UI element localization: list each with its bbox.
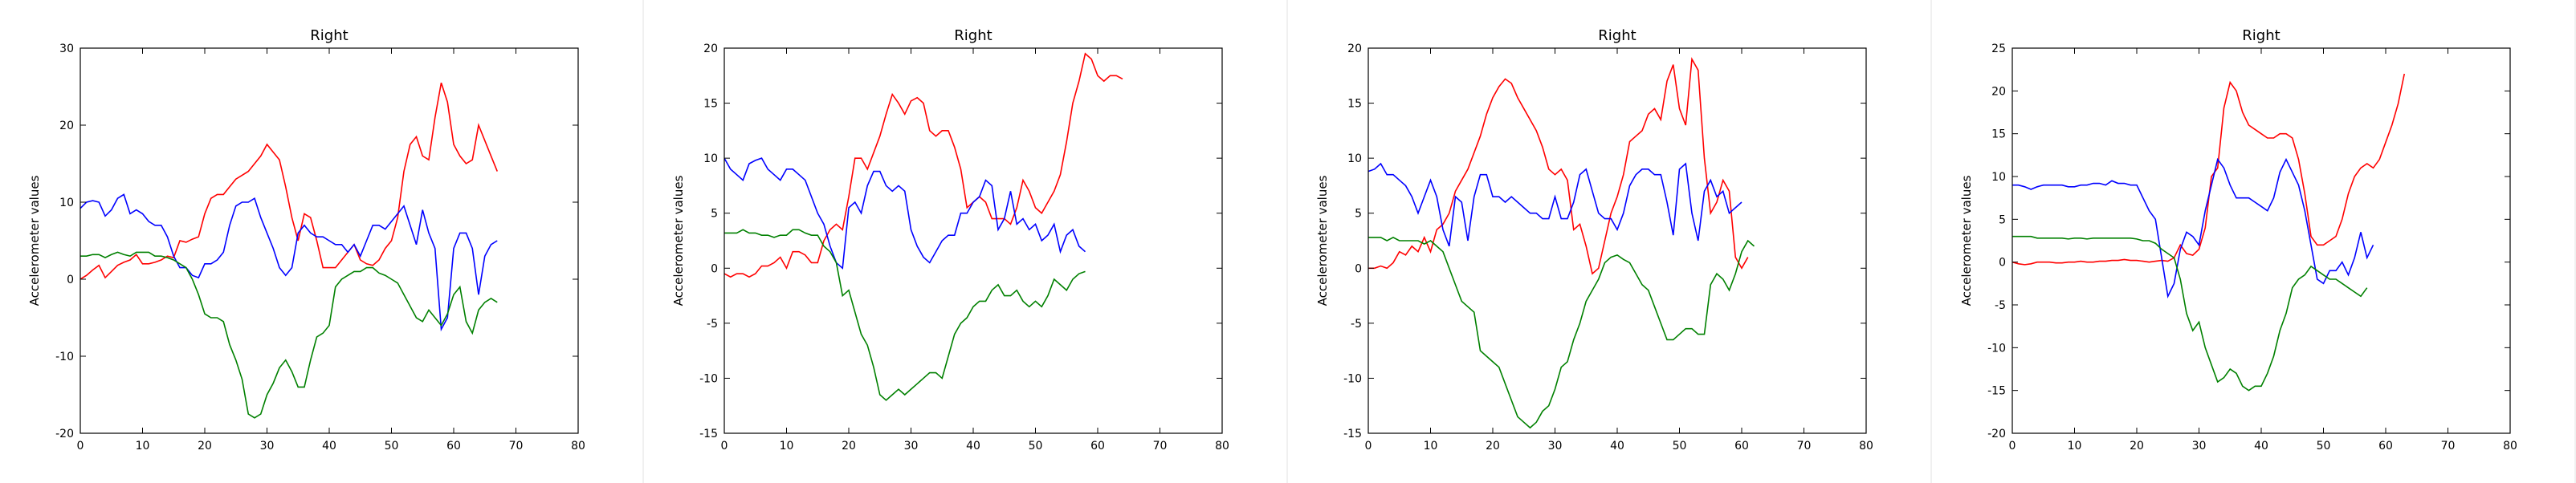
chart-title: Right — [310, 27, 348, 44]
y-tick-label: 20 — [59, 120, 74, 132]
series-line-blue — [1368, 162, 1742, 247]
x-tick-label: 0 — [77, 440, 84, 453]
x-tick-label: 50 — [1029, 440, 1043, 453]
x-tick-label: 70 — [1797, 440, 1812, 453]
y-tick-label: -15 — [699, 428, 718, 440]
y-tick-label: 0 — [711, 262, 718, 275]
x-tick-label: 50 — [2317, 440, 2331, 453]
series-line-green — [1368, 236, 1755, 429]
x-tick-label: 80 — [1215, 440, 1229, 453]
y-tick-label: 20 — [1347, 43, 1362, 55]
y-tick-label: 15 — [703, 98, 718, 111]
y-tick-label: -20 — [1987, 428, 2006, 440]
x-tick-label: 80 — [1859, 440, 1873, 453]
y-tick-label: -20 — [55, 428, 74, 440]
y-tick-label: 5 — [711, 208, 718, 221]
y-tick-label: -5 — [1351, 318, 1362, 331]
series-line-blue — [724, 157, 1086, 270]
line-chart: Right Accelerometer values 0 10 20 30 40 50 60 70… — [27, 27, 585, 453]
x-tick-label: 0 — [721, 440, 728, 453]
x-tick-label: 20 — [198, 440, 212, 453]
chart-title: Right — [2242, 27, 2280, 44]
y-tick-label: -10 — [699, 372, 718, 385]
y-axis-label: Accelerometer values — [1959, 175, 1974, 306]
y-tick-label: 0 — [1999, 257, 2006, 270]
y-tick-label: -5 — [1995, 299, 2006, 312]
y-tick-label: 5 — [1999, 213, 2006, 226]
x-tick-label: 20 — [842, 440, 856, 453]
x-tick-label: 70 — [1153, 440, 1168, 453]
y-tick-label: -15 — [1987, 385, 2006, 398]
x-tick-label: 30 — [2192, 440, 2207, 453]
x-tick-label: 40 — [2254, 440, 2268, 453]
series-line-red — [1368, 57, 1749, 275]
y-tick-label: 20 — [1991, 85, 2006, 98]
y-axis-label: Accelerometer values — [671, 175, 686, 306]
y-tick-label: -10 — [55, 351, 74, 363]
plot-frame — [2011, 47, 2511, 434]
y-tick-label: 15 — [1347, 98, 1362, 111]
x-tick-label: 10 — [2068, 440, 2082, 453]
x-tick-label: 80 — [571, 440, 585, 453]
chart-panel-2: Right Accelerometer values 0 10 20 30 40 50 60 70… — [644, 0, 1286, 483]
series-line-blue — [80, 193, 498, 332]
chart-panel-1: Right Accelerometer values 0 10 20 30 40 50 60 70… — [0, 0, 642, 483]
y-tick-label: -15 — [1343, 428, 1362, 440]
x-tick-label: 50 — [385, 440, 399, 453]
x-tick-label: 40 — [1610, 440, 1624, 453]
x-tick-label: 0 — [2009, 440, 2016, 453]
y-tick-label: 5 — [1355, 208, 1362, 221]
y-tick-label: 30 — [59, 43, 74, 55]
chart-panel-4: Right Accelerometer values 0 10 20 30 40 50 60 70… — [1932, 0, 2574, 483]
series-line-green — [2012, 235, 2368, 392]
y-tick-label: 10 — [703, 152, 718, 165]
y-axis-label: Accelerometer values — [1315, 175, 1330, 306]
chart-panel-3: Right Accelerometer values 0 10 20 30 40 50 60 70… — [1288, 0, 1930, 483]
x-tick-label: 60 — [1090, 440, 1105, 453]
y-tick-label: 0 — [67, 274, 74, 286]
series-line-red — [724, 52, 1123, 278]
y-tick-label: 20 — [703, 43, 718, 55]
y-tick-label: 15 — [1991, 128, 2006, 141]
x-tick-label: 10 — [1424, 440, 1438, 453]
y-tick-label: 10 — [1347, 152, 1362, 165]
series-line-green — [80, 251, 498, 419]
plot-frame — [723, 47, 1223, 434]
x-tick-label: 70 — [509, 440, 524, 453]
plot-frame — [1367, 47, 1867, 434]
x-tick-label: 40 — [322, 440, 336, 453]
x-tick-label: 60 — [446, 440, 461, 453]
series-line-red — [2012, 73, 2406, 266]
x-tick-label: 60 — [2378, 440, 2393, 453]
x-tick-label: 10 — [780, 440, 794, 453]
series-line-red — [80, 82, 498, 280]
x-tick-label: 40 — [966, 440, 980, 453]
x-tick-label: 70 — [2441, 440, 2456, 453]
y-tick-label: 0 — [1355, 262, 1362, 275]
series-line-green — [724, 229, 1086, 401]
x-tick-label: 50 — [1673, 440, 1687, 453]
chart-title: Right — [1598, 27, 1636, 44]
y-tick-label: 10 — [59, 197, 74, 209]
x-tick-label: 20 — [2130, 440, 2144, 453]
x-tick-label: 30 — [904, 440, 919, 453]
y-tick-label: 10 — [1991, 171, 2006, 184]
x-tick-label: 60 — [1734, 440, 1749, 453]
x-tick-label: 30 — [1548, 440, 1563, 453]
x-tick-label: 80 — [2503, 440, 2517, 453]
y-axis-label: Accelerometer values — [27, 175, 42, 306]
x-tick-label: 10 — [136, 440, 150, 453]
series-line-blue — [2012, 157, 2374, 298]
y-tick-label: -10 — [1343, 372, 1362, 385]
chart-title: Right — [954, 27, 992, 44]
x-tick-label: 30 — [260, 440, 275, 453]
y-tick-label: -5 — [707, 318, 718, 331]
y-tick-label: -10 — [1987, 342, 2006, 355]
y-tick-label: 25 — [1991, 43, 2006, 55]
x-tick-label: 20 — [1486, 440, 1500, 453]
x-tick-label: 0 — [1365, 440, 1372, 453]
